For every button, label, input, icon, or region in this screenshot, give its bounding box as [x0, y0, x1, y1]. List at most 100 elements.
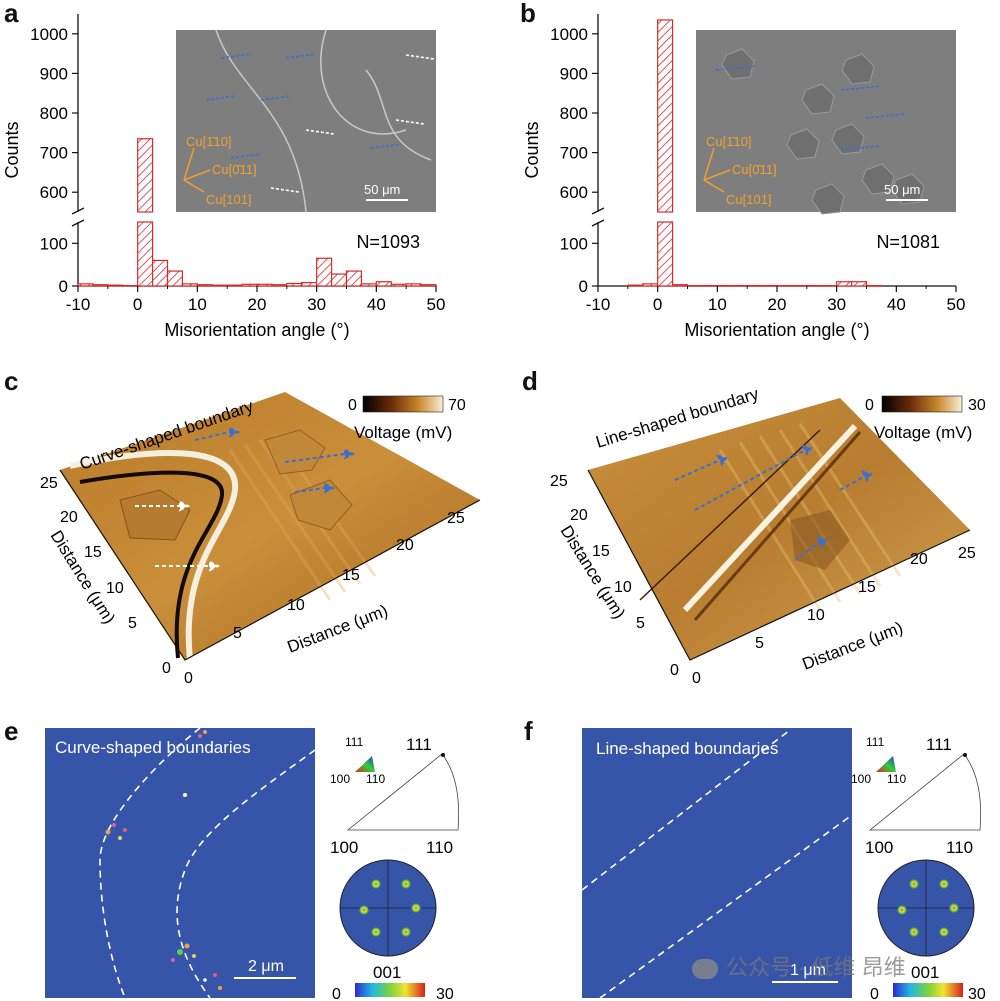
y-tick-label: 600 [40, 183, 68, 202]
y-tick-label: 800 [40, 104, 68, 123]
bar [137, 138, 154, 287]
bar [107, 284, 124, 287]
bar [241, 283, 258, 287]
bar-lower [627, 284, 644, 287]
bar [92, 284, 109, 287]
x-tick-label: 30 [827, 295, 846, 314]
ebsd-map-f: Line-shaped boundaries 1 μm 111 100 110 … [581, 728, 986, 1001]
bar-lower [671, 284, 689, 287]
ipf-key-left-f: 100 [851, 772, 871, 786]
watermark: 公众号 · 低维 昂维 [692, 950, 906, 982]
bar-lower [701, 284, 718, 287]
surface-plane [588, 398, 970, 660]
bar-lower [137, 221, 154, 287]
cbar-min-d: 0 [865, 397, 874, 414]
axis-break-top [71, 207, 85, 215]
bar-lower [77, 283, 94, 287]
ytick-c-20: 20 [60, 509, 78, 526]
ipf-key-right-f: 110 [887, 772, 906, 786]
bar [821, 284, 838, 287]
bar-lower [316, 257, 333, 287]
direction-arrow [703, 147, 715, 181]
scalebar-label: 50 μm [364, 182, 400, 197]
bar [836, 281, 853, 287]
x-tick-label: -10 [586, 295, 611, 314]
direction-arrow [703, 169, 731, 181]
bar [701, 284, 718, 287]
cbar-min-c: 0 [348, 397, 357, 414]
hexagon-grain [841, 53, 875, 85]
bar [390, 283, 407, 287]
blue-arrow [205, 95, 237, 101]
curve-boundary [69, 450, 239, 661]
xtick-c-1: 5 [233, 625, 242, 642]
direction-label: Cu[101] [726, 192, 772, 207]
blue-arrow [865, 113, 907, 119]
origin-tick-c: 0 [184, 670, 193, 687]
ytick-c-10: 10 [106, 580, 124, 597]
bar [761, 284, 778, 287]
inset-sem-image: 50 μm Cu[1̄10] Cu[0̄11] Cu[101] [696, 30, 956, 215]
axis-break-bottom [71, 219, 85, 227]
y-tick-label: 800 [560, 104, 588, 123]
direction-arrow [183, 179, 205, 193]
bar-lower [836, 281, 853, 287]
bar-lower [776, 284, 793, 287]
bar [731, 284, 748, 287]
ytick-d-0: 0 [670, 662, 679, 679]
y-axis-label: Counts [2, 121, 22, 178]
ytick-d-25: 25 [550, 473, 568, 490]
pole-label-e: 001 [373, 963, 401, 982]
bar [375, 281, 392, 287]
bar [716, 284, 733, 287]
bar [286, 282, 303, 287]
hexagon-grain [801, 83, 835, 115]
blue-arrow [840, 145, 882, 151]
x-tick-label: 20 [768, 295, 787, 314]
direction-arrow [703, 179, 725, 193]
xtick-c-3: 15 [342, 567, 360, 584]
y-tick-label: 700 [560, 144, 588, 163]
ebsd-map-e: Curve-shaped boundaries 2 μm 111 100 110… [45, 727, 460, 1001]
hexagon-grain [811, 183, 845, 215]
x-tick-label: 40 [367, 295, 386, 314]
bar-lower [107, 284, 124, 287]
x-tick-label: 0 [133, 295, 142, 314]
blue-arrow [220, 53, 252, 59]
y-tick-label: 1000 [550, 25, 588, 44]
cbar-label-d: Voltage (mV) [874, 423, 972, 442]
scalebar-f: 1 μm [790, 962, 826, 979]
x-tick-label: 40 [887, 295, 906, 314]
bar-lower [241, 283, 258, 287]
y-tick-label: 0 [59, 277, 68, 296]
ipf-right-e: 110 [426, 838, 453, 857]
cbar-max-f: 30 [968, 986, 986, 1001]
panel-label-e: e [4, 716, 19, 746]
bar-lower [850, 281, 868, 287]
ytick-d-10: 10 [614, 579, 632, 596]
cbar-max-e: 30 [436, 986, 454, 1001]
cbar-label-c: Voltage (mV) [354, 423, 452, 442]
bar [316, 257, 333, 287]
bar [181, 283, 198, 287]
bar [671, 284, 689, 287]
bar [330, 273, 348, 287]
boundary-line [320, 29, 407, 135]
x-axis-label: Misorientation angle (°) [164, 320, 349, 340]
grain-speckles [105, 730, 222, 990]
direction-label: Cu[1̄10] [706, 134, 752, 149]
scalebar-label: 50 μm [884, 182, 920, 197]
blue-arrow [230, 153, 262, 159]
cbar-max-d: 30 [968, 397, 986, 414]
ipf-key-right-e: 110 [366, 772, 385, 786]
y-tick-label: 900 [40, 64, 68, 83]
bar-lower [360, 283, 377, 287]
cbar-min-f: 0 [870, 986, 879, 1001]
ytick-d-20: 20 [570, 507, 588, 524]
bar-lower [716, 284, 733, 287]
bar [345, 270, 363, 287]
bar [642, 283, 659, 287]
afm-surface-d: 0 30 Voltage (mV) Line-shaped boundary 5… [550, 384, 986, 687]
panel-label-f: f [524, 716, 533, 746]
afm-surface-c: 0 70 Voltage (mV) Curve-shaped boundary … [40, 392, 481, 687]
